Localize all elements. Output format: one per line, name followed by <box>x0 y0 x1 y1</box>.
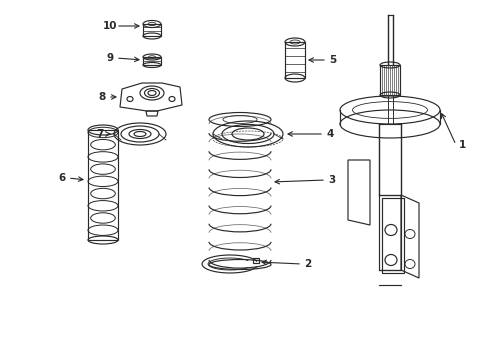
Text: 5: 5 <box>329 55 336 65</box>
Text: 1: 1 <box>457 140 465 150</box>
Text: 10: 10 <box>102 21 117 31</box>
Text: 9: 9 <box>106 53 113 63</box>
Text: 2: 2 <box>304 259 311 269</box>
Text: 6: 6 <box>58 173 65 183</box>
Text: 7: 7 <box>96 129 103 139</box>
Text: 8: 8 <box>98 92 105 102</box>
Text: 3: 3 <box>328 175 335 185</box>
Text: 4: 4 <box>325 129 333 139</box>
